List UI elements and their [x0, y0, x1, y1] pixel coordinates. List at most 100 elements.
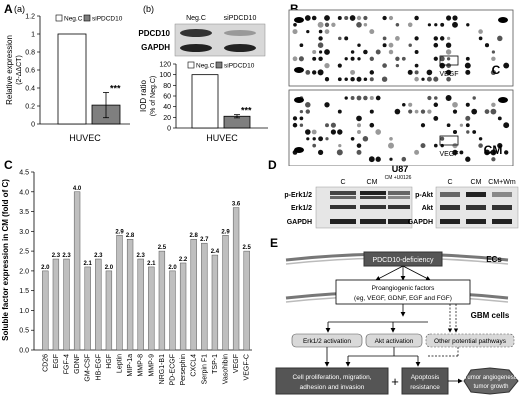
chart-c-value-label: 2.3 — [94, 253, 103, 259]
arrayC-spot — [318, 56, 323, 62]
chart-c-category-label: MIP-1a — [127, 354, 134, 377]
arrayC-spot — [349, 15, 356, 21]
arrayC-spot — [324, 22, 330, 27]
arrayCM-spot — [446, 123, 451, 128]
arrayCM-spot — [471, 108, 478, 115]
chartA-legend-label: Neg.C — [64, 16, 83, 23]
arrayCM-spot — [357, 130, 361, 134]
d-left-row-gapdh: GAPDH — [287, 219, 312, 226]
arrayC-spot — [445, 69, 452, 76]
blot-header-negc: Neg.C — [186, 15, 206, 22]
arrayC-spot — [337, 63, 342, 68]
arrayCM-spot — [337, 129, 343, 135]
d-left-row-perk: p-Erk1/2 — [284, 192, 312, 199]
chart-c-bar — [179, 262, 187, 351]
arrayCM-spot — [338, 143, 342, 148]
panel-b-figure: VEGF C VEGF CM — [288, 9, 514, 166]
arrayCM-spot — [472, 96, 476, 100]
sub-label-a: (a) — [14, 4, 25, 14]
d-right-row-pakt: p-Akt — [415, 192, 434, 199]
chart-c-category-label: Leptin — [117, 354, 124, 373]
arrayCM-spot — [312, 143, 317, 148]
akt-activation-label: Akt activation — [375, 338, 414, 345]
arrayCM-spot — [503, 122, 510, 129]
chart-c-value-label: 3.6 — [232, 202, 241, 208]
chart-c-category-label: Vasohibin — [223, 354, 230, 384]
arrayC-spot — [369, 70, 375, 75]
arrayCM-spot — [497, 142, 503, 149]
arrayCM-spot — [504, 150, 509, 155]
blot-header-sipdcd10: siPDCD10 — [224, 15, 257, 22]
chart-c-bar — [232, 207, 240, 351]
arrayCM-spot — [363, 95, 368, 101]
arrayCM-spot — [490, 149, 497, 156]
arrayC-spot — [464, 62, 471, 69]
d-right-header-cmwm: CM+Wm — [488, 179, 516, 186]
arrayCM-spot — [465, 156, 471, 162]
arrayCM-spot — [299, 109, 304, 114]
arrayCM-spot — [324, 102, 330, 108]
arrayC-spot — [439, 36, 445, 41]
arrayCM-ref-spot — [498, 97, 508, 103]
arrayCM-spot — [490, 108, 497, 115]
arrayC-spot — [433, 76, 439, 82]
arrayC-spot — [446, 57, 451, 61]
arrayC-spot — [363, 77, 368, 81]
arrayC-spot — [382, 43, 387, 48]
arrayCM-spot — [452, 109, 458, 114]
chart-c-value-label: 2.5 — [158, 245, 167, 251]
arrayC-spot — [292, 56, 298, 62]
arrayCM-spot — [402, 103, 406, 107]
panel-c-figure: 0.00.51.01.52.02.53.03.54.04.5 2.02.3 2.3… — [1, 170, 252, 386]
arrayCM-spot — [369, 109, 374, 114]
chartB-legend-label: Neg.C — [196, 63, 215, 70]
arrayC-spot — [350, 76, 355, 82]
arrayC-spot — [369, 77, 374, 82]
chart-c-category-label: MMP-8 — [138, 354, 145, 377]
vegf-label-cm: VEGF — [439, 151, 458, 158]
chart-c-bar — [190, 238, 197, 351]
chartA-bar-neg-c — [57, 33, 87, 125]
chartA-ytick-label: 0.6 — [25, 68, 35, 75]
chart-c-ytick-label: 1.0 — [19, 308, 29, 315]
arrayCM-spot — [452, 129, 458, 135]
chartB-ytick-label: 100 — [159, 72, 171, 79]
arrayC-spot — [363, 23, 368, 27]
chart-c-ytick-label: 1.5 — [19, 288, 29, 295]
arrayCM-spot — [484, 149, 490, 156]
vegf-box-c — [439, 55, 459, 66]
chart-c-ytick-label: 2.5 — [19, 249, 29, 256]
chart-c-bar — [169, 270, 176, 351]
arrayCM-spot — [369, 122, 375, 128]
arrayC-spot — [446, 15, 452, 21]
arrayCM-spot — [336, 149, 343, 156]
panel-label-d: D — [268, 158, 277, 172]
arrayC-spot — [356, 76, 362, 82]
arrayC-spot — [324, 29, 330, 34]
chart-c: 0.00.51.01.52.02.53.03.54.04.5 2.02.3 2.3… — [1, 170, 252, 386]
arrayC-spot — [414, 50, 419, 54]
arrayCM-spot — [356, 149, 362, 155]
d-left-header-cm: CM — [367, 179, 378, 186]
arrayCM-spot — [408, 102, 413, 107]
sub-label-b: (b) — [143, 4, 154, 14]
arrayC-spot — [293, 22, 297, 27]
blot-label-gapdh: GAPDH — [141, 43, 170, 52]
chart-c-bar — [63, 258, 70, 351]
arrayC-spot — [446, 36, 451, 41]
arrayCM-spot — [445, 95, 452, 101]
arrayC-spot — [466, 23, 470, 27]
chart-c-value-label: 2.3 — [137, 253, 146, 259]
chart-c-bar — [52, 258, 60, 351]
arrayCM-spot — [491, 102, 496, 108]
chart-c-value-label: 2.4 — [211, 249, 220, 255]
panel-a-figure: 0 0.2 0.4 0.6 0.8 1 1.2 *** Neg.C siPDCD10 Rela… — [5, 14, 268, 143]
arrayC-spot — [324, 15, 330, 21]
arrayC-spot — [292, 29, 298, 35]
arrayC-spot — [299, 43, 304, 48]
d-left-header-cmu0126: CM +U0126 — [385, 175, 412, 181]
arrayCM-spot — [465, 102, 470, 107]
arrayCM-spot — [375, 95, 381, 101]
arrayC-spot — [344, 15, 349, 21]
other-pathways-box — [425, 333, 515, 348]
